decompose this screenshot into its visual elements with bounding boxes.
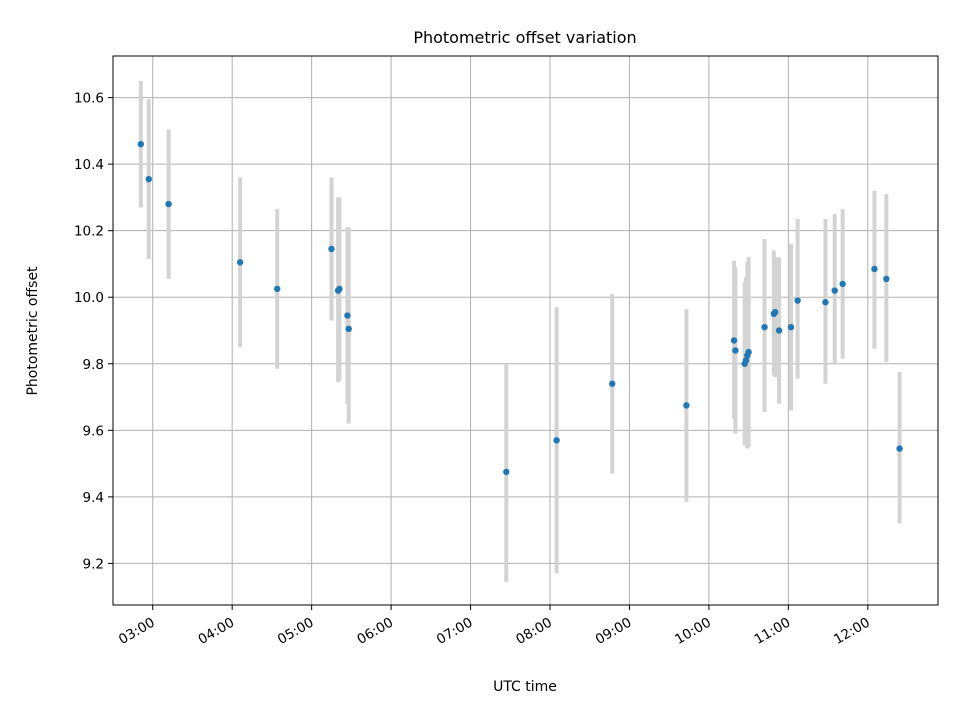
- y-tick-label: 9.6: [83, 423, 104, 439]
- data-point: [771, 309, 779, 316]
- data-point: [775, 327, 783, 334]
- chart-title: Photometric offset variation: [413, 28, 636, 47]
- data-point: [336, 285, 343, 293]
- data-point: [839, 280, 846, 288]
- y-tick-label: 10.2: [74, 224, 104, 240]
- y-tick-label: 10.0: [74, 290, 104, 306]
- y-axis-label: Photometric offset: [25, 266, 41, 396]
- data-point: [553, 437, 560, 444]
- data-point: [730, 337, 738, 344]
- data-point: [609, 380, 616, 387]
- y-tick-label: 10.6: [74, 91, 104, 107]
- data-point: [742, 357, 750, 364]
- data-point: [328, 245, 335, 253]
- data-point: [831, 287, 838, 294]
- data-point: [683, 402, 690, 409]
- data-point: [344, 312, 351, 319]
- data-point: [896, 445, 903, 452]
- data-point: [761, 323, 768, 331]
- data-point: [883, 275, 890, 283]
- plot-frame: [112, 55, 939, 606]
- data-point: [871, 265, 878, 273]
- data-point: [236, 259, 244, 266]
- data-point: [732, 347, 739, 354]
- y-tick-label: 9.2: [83, 556, 104, 572]
- data-point: [137, 140, 145, 148]
- data-point: [787, 323, 795, 331]
- data-point: [503, 468, 510, 476]
- x-axis-label: UTC time: [493, 679, 557, 695]
- y-tick-label: 9.8: [83, 357, 104, 373]
- data-point: [345, 325, 352, 333]
- data-points: [137, 140, 903, 476]
- data-point: [145, 175, 152, 183]
- data-point: [794, 297, 801, 304]
- y-tick-label: 9.4: [83, 490, 104, 506]
- grid: [113, 56, 938, 605]
- data-point: [822, 299, 829, 306]
- y-tick-label: 10.4: [74, 157, 104, 173]
- data-point: [165, 200, 172, 208]
- data-point: [745, 348, 752, 356]
- data-point: [274, 285, 281, 293]
